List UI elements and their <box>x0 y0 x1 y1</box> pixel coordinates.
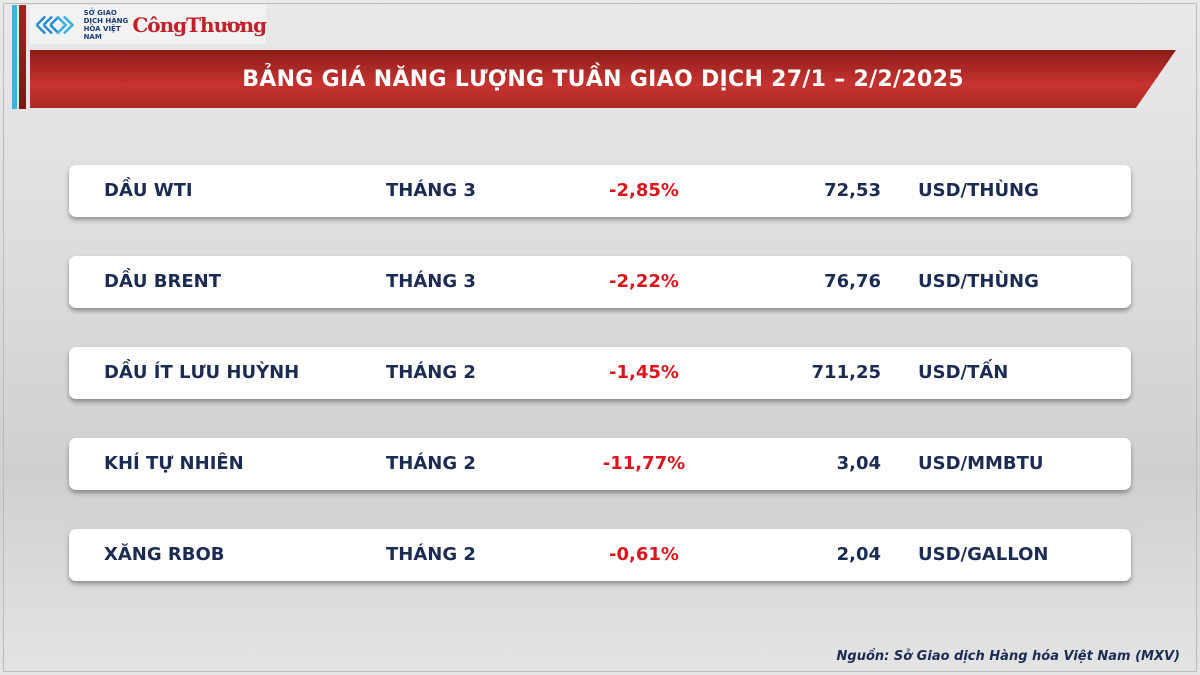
title-banner: BẢNG GIÁ NĂNG LƯỢNG TUẦN GIAO DỊCH 27/1 … <box>30 50 1176 108</box>
price-unit: USD/TẤN <box>918 362 1009 383</box>
page-title: BẢNG GIÁ NĂNG LƯỢNG TUẦN GIAO DỊCH 27/1 … <box>242 66 964 92</box>
frame <box>3 3 1197 672</box>
commodity-name: DẦU BRENT <box>104 271 221 292</box>
change-percent: -2,22% <box>609 271 679 292</box>
change-percent: -1,45% <box>609 362 679 383</box>
price-value: 2,04 <box>836 544 881 565</box>
accent-bar-red <box>19 5 26 109</box>
contract-month: THÁNG 3 <box>386 271 476 292</box>
table-row: DẦU WTI THÁNG 3 -2,85% 72,53 USD/THÙNG <box>69 165 1131 217</box>
price-value: 711,25 <box>811 362 881 383</box>
contract-month: THÁNG 2 <box>386 362 476 383</box>
logo: SỞ GIAO DỊCH HÀNG HÓA VIỆT NAM CôngThươn… <box>29 5 267 44</box>
mxv-logo-icon <box>35 15 75 34</box>
contract-month: THÁNG 2 <box>386 453 476 474</box>
logo-org-text: SỞ GIAO DỊCH HÀNG HÓA VIỆT NAM <box>83 8 129 41</box>
source-note: Nguồn: Sở Giao dịch Hàng hóa Việt Nam (M… <box>836 649 1180 664</box>
change-percent: -0,61% <box>609 544 679 565</box>
change-percent: -2,85% <box>609 180 679 201</box>
logo-publication: CôngThương <box>132 12 267 37</box>
table-row: KHÍ TỰ NHIÊN THÁNG 2 -11,77% 3,04 USD/MMBTU <box>69 438 1131 490</box>
price-value: 3,04 <box>836 453 881 474</box>
price-unit: USD/THÙNG <box>918 271 1039 292</box>
table-row: DẦU ÍT LƯU HUỲNH THÁNG 2 -1,45% 711,25 USD/T… <box>69 347 1131 399</box>
price-value: 72,53 <box>824 180 881 201</box>
price-unit: USD/MMBTU <box>918 453 1044 474</box>
contract-month: THÁNG 2 <box>386 544 476 565</box>
table-row: DẦU BRENT THÁNG 3 -2,22% 76,76 USD/THÙNG <box>69 256 1131 308</box>
accent-bar-blue <box>12 5 17 109</box>
price-value: 76,76 <box>824 271 881 292</box>
price-unit: USD/THÙNG <box>918 180 1039 201</box>
commodity-name: KHÍ TỰ NHIÊN <box>104 453 244 474</box>
price-unit: USD/GALLON <box>918 544 1049 565</box>
commodity-name: XĂNG RBOB <box>104 544 225 565</box>
table-row: XĂNG RBOB THÁNG 2 -0,61% 2,04 USD/GALLON <box>69 529 1131 581</box>
commodity-name: DẦU ÍT LƯU HUỲNH <box>104 362 300 383</box>
contract-month: THÁNG 3 <box>386 180 476 201</box>
change-percent: -11,77% <box>602 453 686 474</box>
commodity-name: DẦU WTI <box>104 180 193 201</box>
